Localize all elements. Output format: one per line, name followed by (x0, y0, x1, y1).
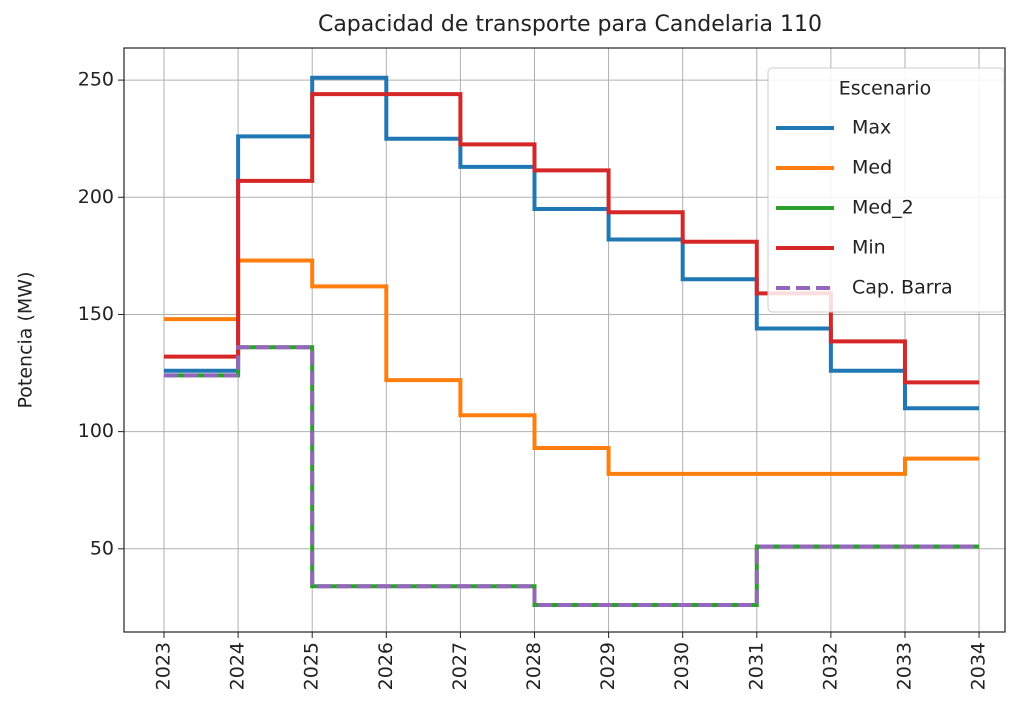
legend-label: Med_2 (852, 197, 914, 219)
chart-title: Capacidad de transporte para Candelaria … (318, 12, 822, 37)
legend-label: Med (852, 157, 892, 179)
y-tick-label: 150 (78, 303, 114, 325)
x-tick-label: 2029 (597, 642, 619, 690)
x-tick-label: 2032 (819, 642, 841, 690)
legend: Escenario Max Med Med_2 Min Cap. Barra (767, 67, 1005, 313)
x-tick-label: 2027 (449, 642, 471, 690)
legend-title: Escenario (839, 78, 931, 100)
x-tick-label: 2034 (968, 642, 990, 690)
series-line (164, 92, 980, 385)
x-tick-label: 2028 (523, 642, 545, 690)
y-tick-label: 50 (90, 537, 114, 559)
legend-box (767, 67, 1005, 313)
legend-label: Cap. Barra (852, 277, 953, 299)
x-tick-label: 2023 (153, 642, 175, 690)
series-line (164, 258, 980, 476)
x-tick-label: 2030 (671, 642, 693, 690)
x-tick-label: 2031 (745, 642, 767, 690)
series-line (164, 345, 980, 608)
plot-frame (123, 47, 1006, 633)
legend-label: Min (852, 237, 886, 259)
y-tick-label: 200 (78, 186, 114, 208)
y-tick-label: 250 (78, 69, 114, 91)
y-axis-label: Potencia (MW) (15, 272, 37, 409)
x-tick-label: 2026 (375, 642, 397, 690)
y-tick-label: 100 (78, 420, 114, 442)
x-tick-label: 2033 (893, 642, 915, 690)
x-tick-label: 2024 (227, 642, 249, 690)
legend-label: Max (852, 117, 891, 139)
x-tick-label: 2025 (301, 642, 323, 690)
series-line (164, 345, 980, 608)
